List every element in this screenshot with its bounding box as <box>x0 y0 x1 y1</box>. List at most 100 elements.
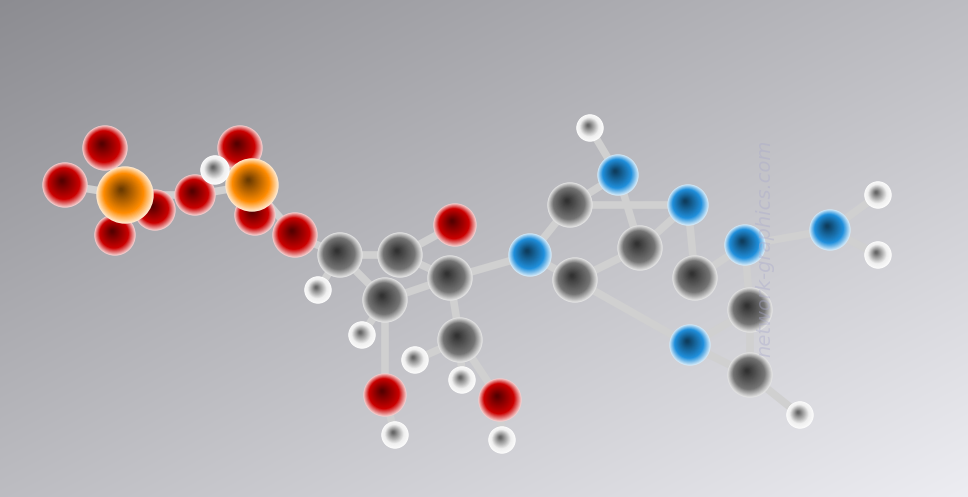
Circle shape <box>452 331 464 343</box>
Circle shape <box>744 368 750 374</box>
Circle shape <box>794 409 803 418</box>
Circle shape <box>350 324 373 346</box>
Circle shape <box>494 431 508 446</box>
Circle shape <box>409 354 417 362</box>
Circle shape <box>370 379 399 409</box>
Circle shape <box>412 357 414 358</box>
Circle shape <box>630 238 646 252</box>
Circle shape <box>745 369 749 373</box>
Circle shape <box>585 122 592 130</box>
Circle shape <box>559 193 578 212</box>
Circle shape <box>355 328 367 339</box>
Circle shape <box>113 182 132 201</box>
Circle shape <box>237 169 263 195</box>
Circle shape <box>741 301 754 313</box>
Circle shape <box>280 219 309 248</box>
Circle shape <box>50 170 77 196</box>
Circle shape <box>405 349 425 370</box>
Circle shape <box>312 284 321 293</box>
Circle shape <box>86 129 123 166</box>
Circle shape <box>371 381 397 406</box>
Circle shape <box>308 279 327 299</box>
Circle shape <box>439 266 458 285</box>
Circle shape <box>233 141 241 148</box>
Circle shape <box>677 259 712 296</box>
Circle shape <box>240 199 269 229</box>
Circle shape <box>584 122 593 131</box>
Circle shape <box>352 326 370 343</box>
Circle shape <box>580 117 599 137</box>
Circle shape <box>373 287 394 308</box>
Circle shape <box>380 236 418 273</box>
Circle shape <box>492 391 504 404</box>
Circle shape <box>679 333 699 353</box>
Circle shape <box>518 242 540 264</box>
Circle shape <box>324 239 353 268</box>
Circle shape <box>444 271 450 277</box>
Circle shape <box>729 229 760 259</box>
Circle shape <box>445 325 472 352</box>
Circle shape <box>448 217 458 227</box>
Circle shape <box>329 243 348 262</box>
Circle shape <box>408 353 419 364</box>
Circle shape <box>100 220 128 248</box>
Circle shape <box>557 191 581 216</box>
Circle shape <box>52 171 76 195</box>
Circle shape <box>607 163 626 183</box>
Circle shape <box>788 403 811 426</box>
Circle shape <box>185 185 201 201</box>
Circle shape <box>745 305 748 308</box>
Circle shape <box>795 410 802 417</box>
Circle shape <box>456 335 458 336</box>
Circle shape <box>203 158 227 181</box>
Circle shape <box>868 185 887 203</box>
Circle shape <box>385 425 403 443</box>
Circle shape <box>822 221 834 234</box>
Circle shape <box>671 326 709 363</box>
Circle shape <box>441 321 478 358</box>
Circle shape <box>581 118 598 136</box>
Circle shape <box>630 237 646 253</box>
Circle shape <box>288 227 297 236</box>
Circle shape <box>610 166 622 179</box>
Circle shape <box>524 248 531 256</box>
Circle shape <box>454 372 469 386</box>
Circle shape <box>670 187 705 222</box>
Circle shape <box>191 189 195 193</box>
Circle shape <box>378 234 421 276</box>
Circle shape <box>209 164 218 172</box>
Circle shape <box>142 197 166 220</box>
Circle shape <box>87 130 122 165</box>
Circle shape <box>388 243 408 263</box>
Circle shape <box>743 368 751 375</box>
Circle shape <box>228 136 249 156</box>
Circle shape <box>307 278 329 301</box>
Circle shape <box>583 121 595 133</box>
Circle shape <box>677 259 712 295</box>
Circle shape <box>98 218 132 251</box>
Circle shape <box>356 329 365 337</box>
Circle shape <box>447 326 470 350</box>
Circle shape <box>601 158 634 191</box>
Circle shape <box>322 237 356 271</box>
Circle shape <box>732 292 767 327</box>
Circle shape <box>334 248 341 255</box>
Circle shape <box>439 209 469 239</box>
Circle shape <box>305 277 330 303</box>
Circle shape <box>447 216 459 228</box>
Circle shape <box>246 178 252 183</box>
Circle shape <box>495 432 507 445</box>
Circle shape <box>61 179 64 182</box>
Circle shape <box>675 330 704 359</box>
Circle shape <box>252 211 253 212</box>
Circle shape <box>873 249 881 257</box>
Circle shape <box>866 243 890 266</box>
Circle shape <box>244 203 263 223</box>
Circle shape <box>449 367 475 393</box>
Circle shape <box>313 284 320 292</box>
Circle shape <box>496 394 499 399</box>
Circle shape <box>581 119 597 135</box>
Circle shape <box>387 241 410 265</box>
Circle shape <box>135 190 175 230</box>
Circle shape <box>374 383 393 403</box>
